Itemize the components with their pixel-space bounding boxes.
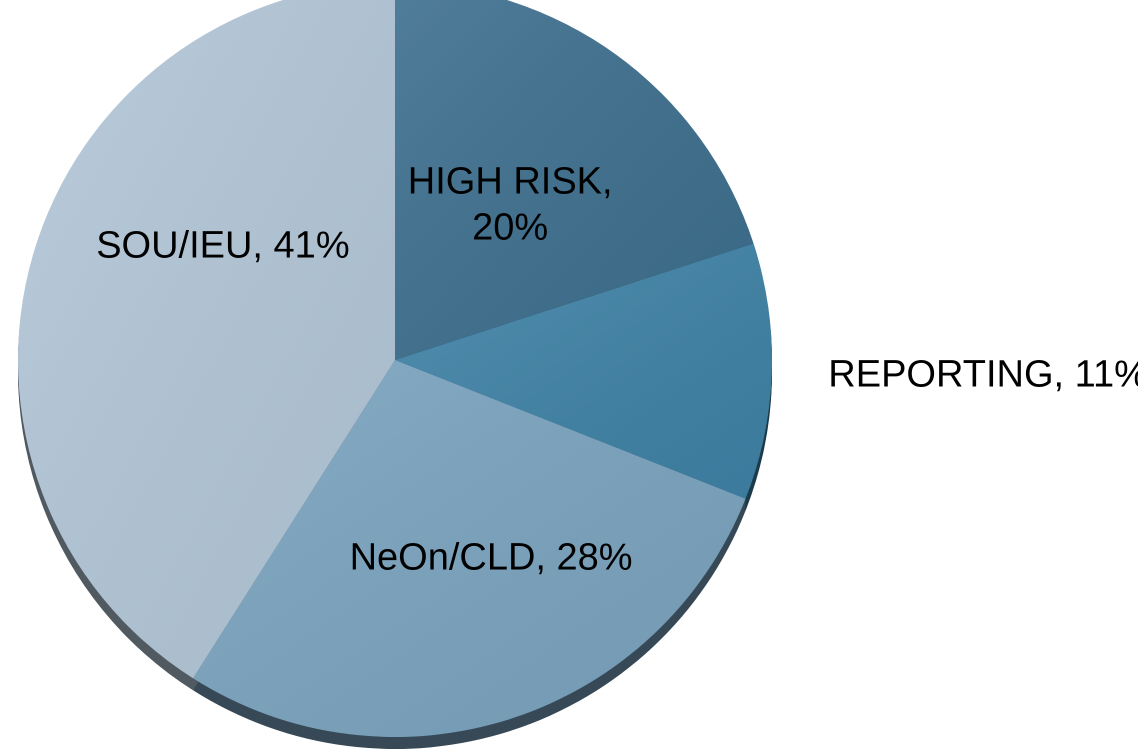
pie-slices	[18, 0, 773, 738]
pie-slice-sheen-high-risk	[395, 0, 754, 360]
slice-label-reporting: REPORTING, 11%	[828, 354, 1138, 396]
slice-label-neon-cld: NeOn/CLD, 28%	[350, 536, 633, 578]
pie-slice-sheen-sou-ieu	[18, 0, 395, 679]
pie-labels: HIGH RISK, 20% REPORTING, 11% NeOn/CLD, 28%…	[96, 160, 1138, 578]
pie-slice-sheen-reporting	[395, 243, 773, 499]
pie-slice-sheen-neon-cld	[192, 360, 746, 738]
slice-label-high-risk: HIGH RISK, 20%	[408, 160, 613, 248]
slice-label-sou-ieu: SOU/IEU, 41%	[96, 224, 349, 266]
